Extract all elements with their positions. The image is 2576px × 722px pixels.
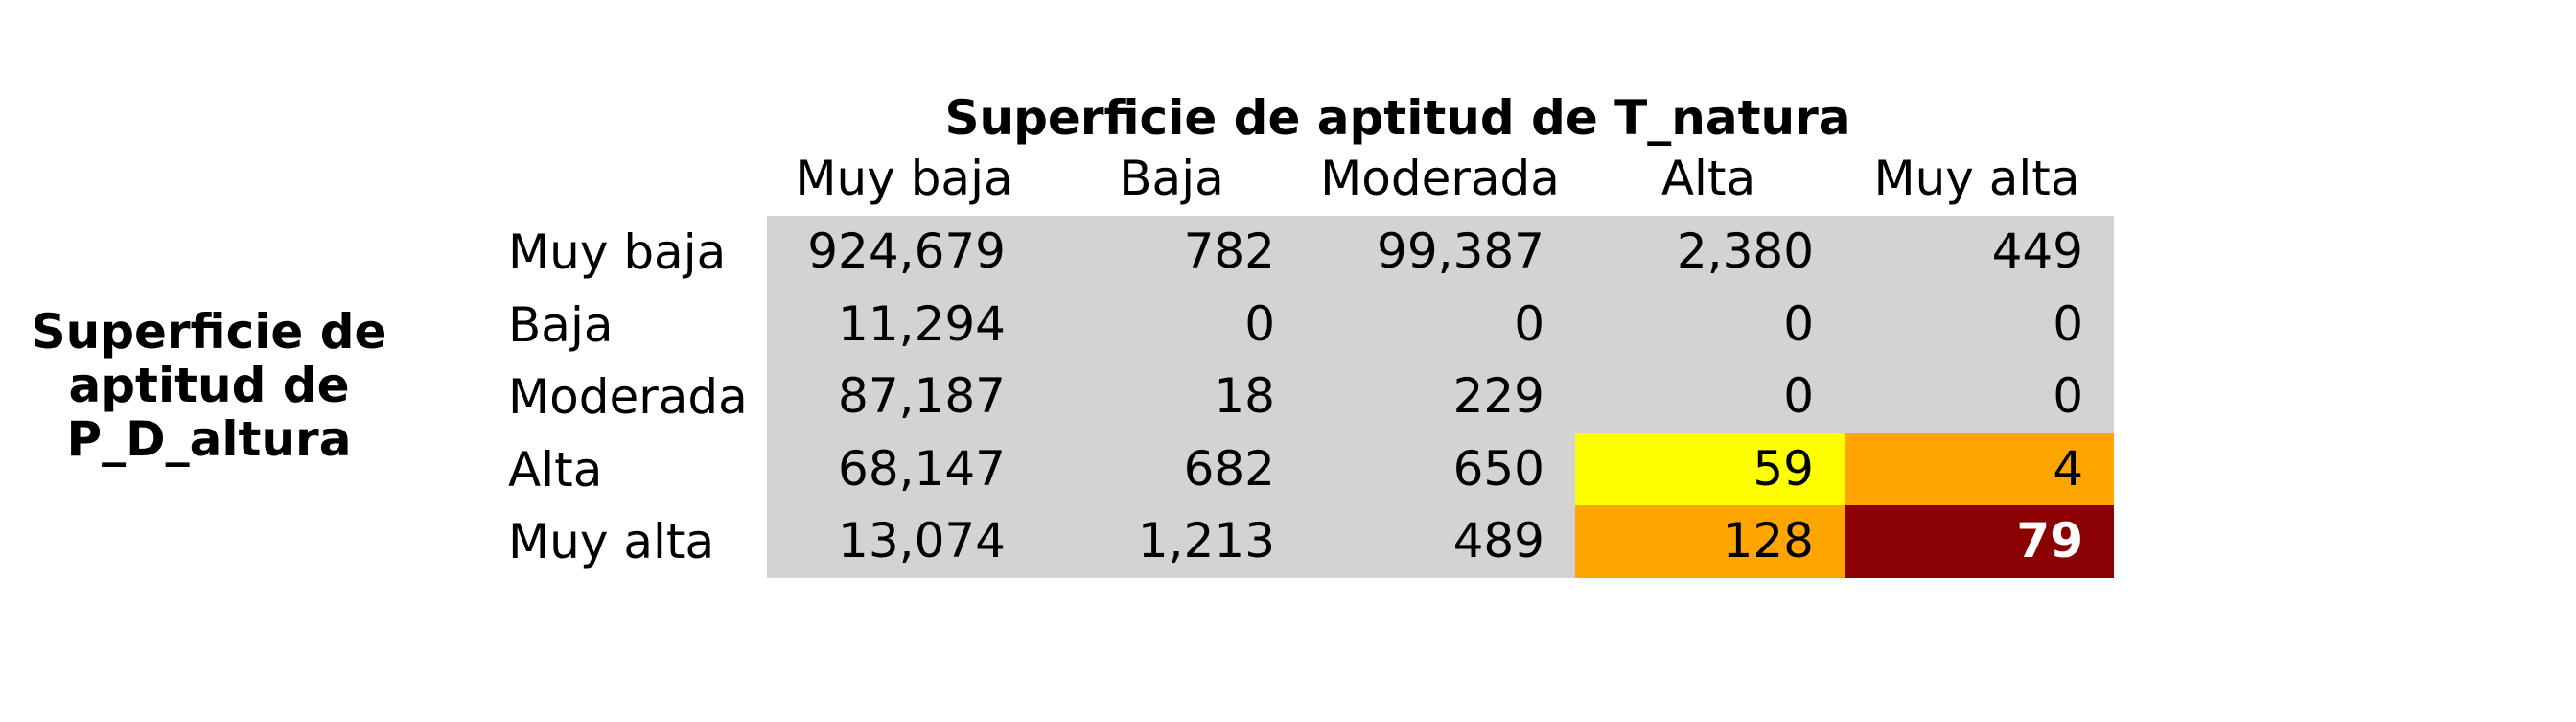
table-cell-r1-c0: 11,294: [767, 289, 1036, 361]
column-axis-title: Superficie de aptitud de T_natura: [944, 90, 1851, 146]
row-header-2: Moderada: [508, 369, 748, 426]
table-cell-r3-c3: 59: [1575, 433, 1845, 505]
table-cell-r3-c2: 650: [1306, 433, 1575, 505]
table-cell-r1-c4: 0: [1845, 289, 2114, 361]
table-cell-r1-c1: 0: [1036, 289, 1306, 361]
table-cell-r2-c1: 18: [1036, 361, 1306, 433]
table-cell-r4-c0: 13,074: [767, 505, 1036, 578]
table-cell-r0-c2: 99,387: [1306, 216, 1575, 289]
table-cell-r1-c2: 0: [1306, 289, 1575, 361]
table-cell-r2-c4: 0: [1845, 361, 2114, 433]
table-cell-r0-c4: 449: [1845, 216, 2114, 289]
table-cell-r3-c1: 682: [1036, 433, 1306, 505]
column-header-2: Moderada: [1320, 151, 1560, 206]
row-header-4: Muy alta: [508, 514, 715, 571]
column-header-1: Baja: [1119, 151, 1224, 206]
column-header-0: Muy baja: [795, 151, 1013, 206]
column-header-4: Muy alta: [1873, 151, 2080, 206]
table-cell-r4-c3: 128: [1575, 505, 1845, 578]
table-cell-r2-c0: 87,187: [767, 361, 1036, 433]
row-axis-title-line-3: P_D_altura: [66, 411, 352, 467]
row-axis-title-line-2: aptitud de: [68, 358, 350, 413]
row-axis-title-line-1: Superficie de: [31, 304, 387, 360]
table-cell-r1-c3: 0: [1575, 289, 1845, 361]
row-header-0: Muy baja: [508, 224, 727, 280]
table-cell-r2-c3: 0: [1575, 361, 1845, 433]
table-cell-r0-c0: 924,679: [767, 216, 1036, 289]
table-cell-r4-c2: 489: [1306, 505, 1575, 578]
table-cell-r0-c3: 2,380: [1575, 216, 1845, 289]
row-header-3: Alta: [508, 441, 603, 498]
table-cell-r2-c2: 229: [1306, 361, 1575, 433]
column-header-3: Alta: [1660, 151, 1756, 206]
table-cell-r0-c1: 782: [1036, 216, 1306, 289]
table-cell-r4-c1: 1,213: [1036, 505, 1306, 578]
table-cell-r3-c0: 68,147: [767, 433, 1036, 505]
table-cell-r4-c4: 79: [1845, 505, 2114, 578]
row-header-1: Baja: [508, 296, 614, 353]
table-cell-r3-c4: 4: [1845, 433, 2114, 505]
row-axis-title: Superficie de aptitud de P_D_altura: [32, 305, 387, 466]
